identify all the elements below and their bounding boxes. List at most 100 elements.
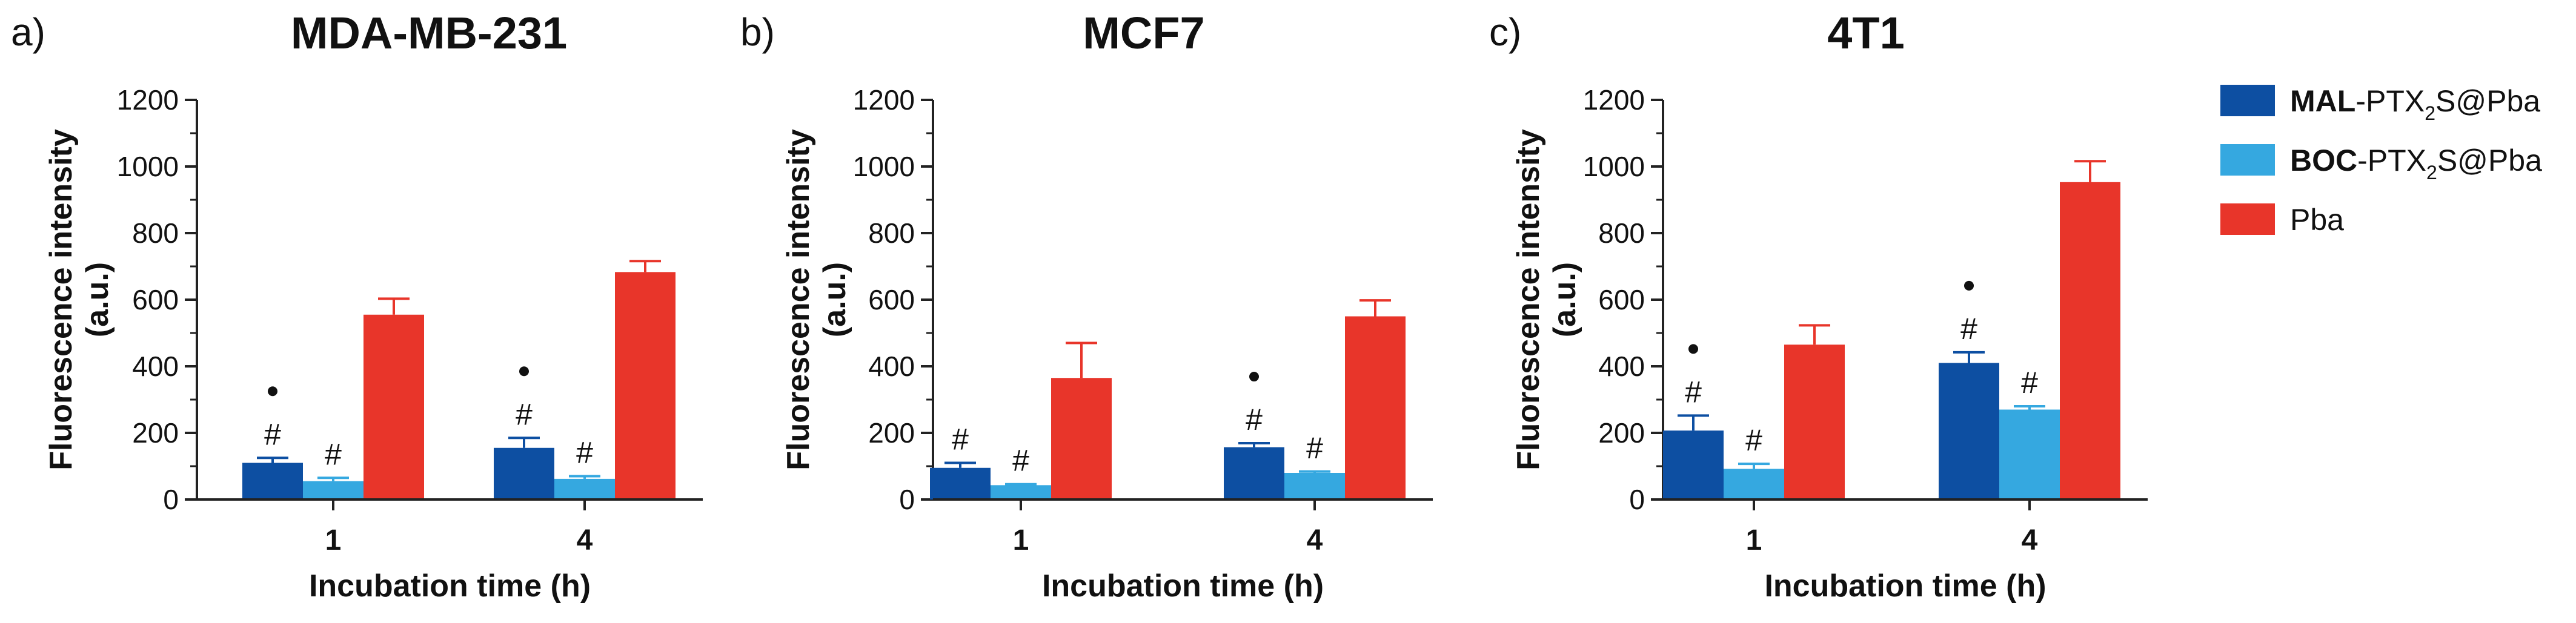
significance-hash: # — [2021, 366, 2038, 400]
x-axis-label: Incubation time (h) — [309, 569, 591, 604]
y-axis-label: Fluorescence intensity — [781, 129, 816, 470]
chart-panel-3: c) 4T1 0 200 400 600 800 1000 1200 Fluorescence i… — [1489, 8, 2148, 604]
y-tick-label: 800 — [132, 217, 179, 249]
y-axis-label: Fluorescence intensity — [1511, 129, 1546, 470]
significance-dot — [268, 386, 277, 397]
significance-hash: # — [576, 436, 593, 470]
y-tick-label: 200 — [132, 417, 179, 449]
legend-label-suffix: S@Pba — [2437, 143, 2542, 177]
bar-3 — [2060, 182, 2120, 500]
y-tick-label: 400 — [868, 351, 915, 382]
bar-2 — [991, 485, 1051, 499]
legend-label-main: -PTX — [2355, 84, 2425, 118]
bar-2 — [303, 481, 363, 499]
y-tick-label: 600 — [1598, 284, 1645, 315]
legend-label-subscript: 2 — [2426, 162, 2437, 183]
y-tick-label: 200 — [1598, 417, 1645, 449]
bar-3 — [1345, 316, 1406, 499]
significance-hash: # — [1960, 312, 1977, 346]
legend-item-2: BOC-PTX2S@Pba — [2220, 143, 2542, 183]
y-tick-label: 1200 — [853, 84, 915, 116]
significance-hash: # — [952, 423, 969, 457]
bar-1 — [494, 447, 554, 499]
x-tick-label: 4 — [577, 524, 593, 556]
significance-hash: # — [264, 417, 281, 451]
legend-label: Pba — [2290, 203, 2344, 237]
significance-hash: # — [325, 437, 342, 471]
y-tick-label: 1200 — [1583, 84, 1645, 116]
bar-3 — [1051, 378, 1112, 499]
legend-swatch — [2220, 144, 2275, 176]
chart-title: 4T1 — [1827, 8, 1905, 58]
legend-swatch — [2220, 203, 2275, 235]
significance-hash: # — [1306, 431, 1323, 465]
y-tick-label: 1000 — [853, 151, 915, 182]
x-tick-label: 1 — [1013, 524, 1029, 556]
legend-label: BOC-PTX2S@Pba — [2290, 143, 2542, 183]
panel-letter: c) — [1489, 10, 1521, 54]
chart-panel-1: a) MDA-MB-231 0 200 400 600 800 1000 1200 Fluores… — [11, 8, 703, 604]
y-axis-label: Fluorescence intensity — [44, 129, 79, 470]
y-tick-label: 0 — [163, 484, 179, 515]
x-tick-label: 1 — [1746, 524, 1762, 556]
bar-2 — [1724, 469, 1784, 499]
significance-hash: # — [1685, 375, 1702, 409]
y-tick-label: 1000 — [117, 151, 179, 182]
significance-dot — [1964, 280, 1974, 291]
bar-1 — [1939, 363, 1999, 499]
x-axis-label: Incubation time (h) — [1042, 569, 1324, 604]
legend-item-1: MAL-PTX2S@Pba — [2220, 84, 2540, 124]
significance-dot — [1688, 344, 1698, 354]
chart-title: MCF7 — [1083, 8, 1204, 58]
y-tick-label: 1000 — [1583, 151, 1645, 182]
chart-panel-2: b) MCF7 0 200 400 600 800 1000 1200 Fluorescence … — [740, 8, 1433, 604]
x-tick-label: 4 — [2022, 524, 2038, 556]
legend-label: MAL-PTX2S@Pba — [2290, 84, 2540, 124]
significance-hash: # — [516, 397, 533, 431]
y-tick-label: 600 — [868, 284, 915, 315]
x-tick-label: 1 — [325, 524, 342, 556]
y-tick-label: 400 — [1598, 351, 1645, 382]
x-tick-label: 4 — [1307, 524, 1323, 556]
bar-3 — [615, 272, 676, 499]
bar-2 — [554, 478, 615, 499]
significance-dot — [519, 366, 529, 377]
significance-hash: # — [1246, 403, 1263, 437]
y-tick-label: 800 — [868, 217, 915, 249]
legend-label-suffix: S@Pba — [2435, 84, 2540, 118]
significance-hash: # — [1012, 444, 1029, 478]
panel-letter: b) — [740, 10, 775, 54]
legend-label-main: -PTX — [2357, 143, 2426, 177]
bar-1 — [1663, 430, 1724, 499]
legend-label-main: Pba — [2290, 203, 2344, 237]
bar-3 — [1784, 344, 1845, 499]
y-tick-label: 800 — [1598, 217, 1645, 249]
y-axis-label-units: (a.u.) — [80, 262, 115, 337]
bar-2 — [1999, 409, 2060, 499]
y-tick-label: 400 — [132, 351, 179, 382]
legend-item-3: Pba — [2220, 203, 2344, 237]
significance-dot — [1249, 372, 1259, 382]
legend-swatch — [2220, 85, 2275, 116]
y-axis-label-units: (a.u.) — [1547, 262, 1582, 337]
chart-title: MDA-MB-231 — [291, 8, 567, 58]
y-axis-label-units: (a.u.) — [817, 262, 852, 337]
legend-label-subscript: 2 — [2425, 102, 2435, 124]
y-tick-label: 0 — [1629, 484, 1645, 515]
bar-1 — [1224, 447, 1284, 499]
bar-1 — [242, 463, 303, 499]
x-axis-label: Incubation time (h) — [1764, 569, 2046, 604]
bar-3 — [363, 314, 424, 499]
y-tick-label: 600 — [132, 284, 179, 315]
legend-label-bold: MAL — [2290, 84, 2355, 118]
panel-letter: a) — [11, 10, 45, 54]
y-tick-label: 1200 — [117, 84, 179, 116]
y-tick-label: 0 — [899, 484, 915, 515]
bar-2 — [1284, 473, 1345, 499]
y-tick-label: 200 — [868, 417, 915, 449]
legend-label-bold: BOC — [2290, 143, 2357, 177]
significance-hash: # — [1745, 423, 1762, 457]
